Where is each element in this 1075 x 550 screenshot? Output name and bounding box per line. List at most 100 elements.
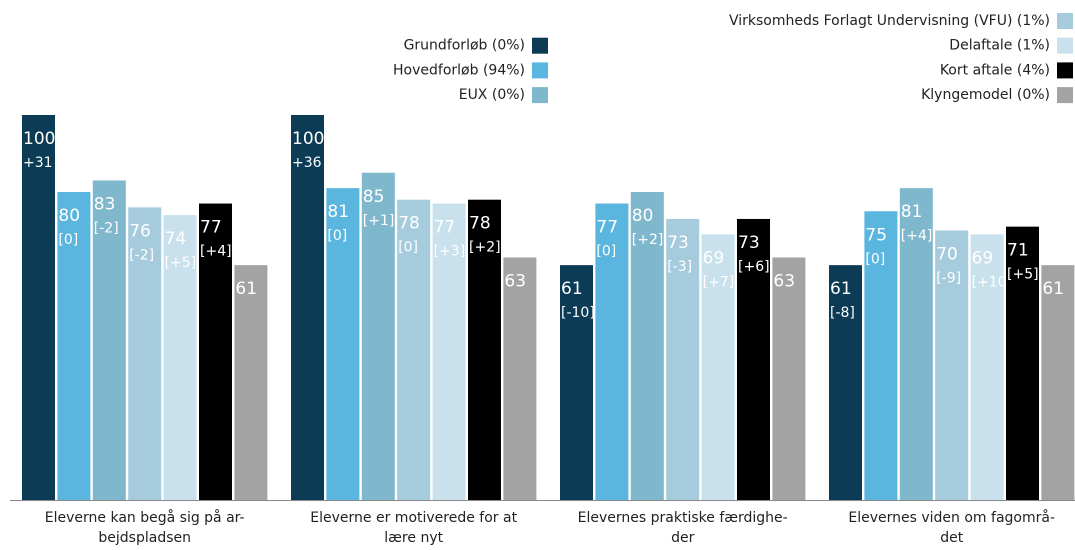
value-label: 73 xyxy=(667,233,689,253)
value-label: 100 xyxy=(292,129,324,149)
legend-label: Virksomheds Forlagt Undervisning (VFU) (… xyxy=(729,13,1050,29)
value-label: 80 xyxy=(58,206,80,226)
change-label: [-10] xyxy=(561,305,595,321)
value-label: 77 xyxy=(434,218,456,238)
value-label: 83 xyxy=(94,194,116,214)
value-label: 74 xyxy=(165,229,187,249)
change-label: [0] xyxy=(58,232,78,248)
bar xyxy=(22,115,55,500)
value-label: 85 xyxy=(363,187,385,207)
bar xyxy=(737,218,770,500)
value-label: 69 xyxy=(972,248,994,268)
legend-swatch xyxy=(532,62,548,79)
change-label: [+1] xyxy=(363,213,395,229)
bar xyxy=(163,215,197,500)
bar xyxy=(666,218,700,500)
bar xyxy=(57,192,91,500)
value-label: 78 xyxy=(398,214,420,234)
value-label: 63 xyxy=(773,271,795,291)
value-label: 61 xyxy=(830,279,852,299)
x-tick-label: lære nyt xyxy=(384,530,443,546)
bar xyxy=(1006,226,1039,500)
legend-label: EUX (0%) xyxy=(459,87,525,103)
legend-swatch xyxy=(532,37,548,54)
value-label: 71 xyxy=(1007,241,1029,261)
value-label: 80 xyxy=(632,206,654,226)
value-label: 61 xyxy=(235,279,257,299)
change-label: [+10] xyxy=(972,274,1012,290)
x-tick-label: der xyxy=(671,530,695,546)
value-label: 78 xyxy=(469,214,491,234)
change-label: [-2] xyxy=(129,247,154,263)
value-label: 73 xyxy=(738,233,760,253)
change-label: [+5] xyxy=(165,255,197,271)
bar xyxy=(199,203,232,501)
value-label: 100 xyxy=(23,129,55,149)
value-label: 61 xyxy=(1042,279,1064,299)
change-label: [0] xyxy=(596,244,616,260)
bar xyxy=(772,257,806,500)
legend-label: Kort aftale (4%) xyxy=(940,62,1050,78)
value-label: 77 xyxy=(596,218,618,238)
value-label: 61 xyxy=(561,279,583,299)
bar xyxy=(468,199,501,500)
change-label: [0] xyxy=(865,251,885,267)
bar xyxy=(234,265,268,500)
value-label: 77 xyxy=(200,218,222,238)
bar xyxy=(1041,265,1075,500)
bar xyxy=(361,172,395,500)
bar xyxy=(397,199,431,500)
bar xyxy=(291,115,324,500)
legend-label: Hovedforløb (94%) xyxy=(393,62,525,78)
x-tick-label: Eleverne er motiverede for at xyxy=(310,510,517,526)
legend-label: Grundforløb (0%) xyxy=(404,38,525,54)
x-tick-label: Elevernes praktiske færdighe- xyxy=(578,510,788,526)
value-label: 70 xyxy=(936,245,958,265)
change-label: [0] xyxy=(398,240,418,256)
bar xyxy=(970,234,1004,500)
bar xyxy=(595,203,629,501)
change-label: [+4] xyxy=(200,244,232,260)
bar xyxy=(701,234,735,500)
value-label: 81 xyxy=(327,202,349,222)
change-label: [-3] xyxy=(667,259,692,275)
legend-label: Delaftale (1%) xyxy=(949,38,1050,54)
change-label: [0] xyxy=(327,228,347,244)
change-label: [+2] xyxy=(469,240,501,256)
legend-swatch xyxy=(1057,87,1073,104)
legend-swatch xyxy=(1057,13,1073,29)
change-label: [+6] xyxy=(738,259,770,275)
legend-label: Klyngemodel (0%) xyxy=(921,87,1050,103)
legend-swatch xyxy=(1057,37,1073,54)
bar xyxy=(128,207,162,500)
bar xyxy=(560,265,593,500)
bar xyxy=(432,203,466,501)
bar xyxy=(864,211,898,500)
value-label: 63 xyxy=(504,271,526,291)
change-label: [+5] xyxy=(1007,267,1039,283)
change-label: [+7] xyxy=(703,274,735,290)
x-tick-label: bejdspladsen xyxy=(98,530,191,546)
change-label: [+2] xyxy=(632,232,664,248)
bar xyxy=(92,180,126,500)
value-label: 76 xyxy=(129,221,151,241)
change-label: [+4] xyxy=(901,228,933,244)
change-label: +31 xyxy=(23,155,53,171)
change-label: [+3] xyxy=(434,244,466,260)
value-label: 81 xyxy=(901,202,923,222)
change-label: +36 xyxy=(292,155,322,171)
bar xyxy=(829,265,862,500)
bar xyxy=(630,192,664,500)
change-label: [-9] xyxy=(936,271,961,287)
bar xyxy=(935,230,969,500)
bar xyxy=(899,188,933,500)
x-tick-label: Elevernes viden om fagområ- xyxy=(848,509,1055,526)
legend-swatch xyxy=(1057,62,1073,79)
bar xyxy=(326,188,360,500)
value-label: 69 xyxy=(703,248,725,268)
change-label: [-2] xyxy=(94,220,119,236)
change-label: [-8] xyxy=(830,305,855,321)
bar xyxy=(503,257,537,500)
x-tick-label: det xyxy=(940,530,964,546)
